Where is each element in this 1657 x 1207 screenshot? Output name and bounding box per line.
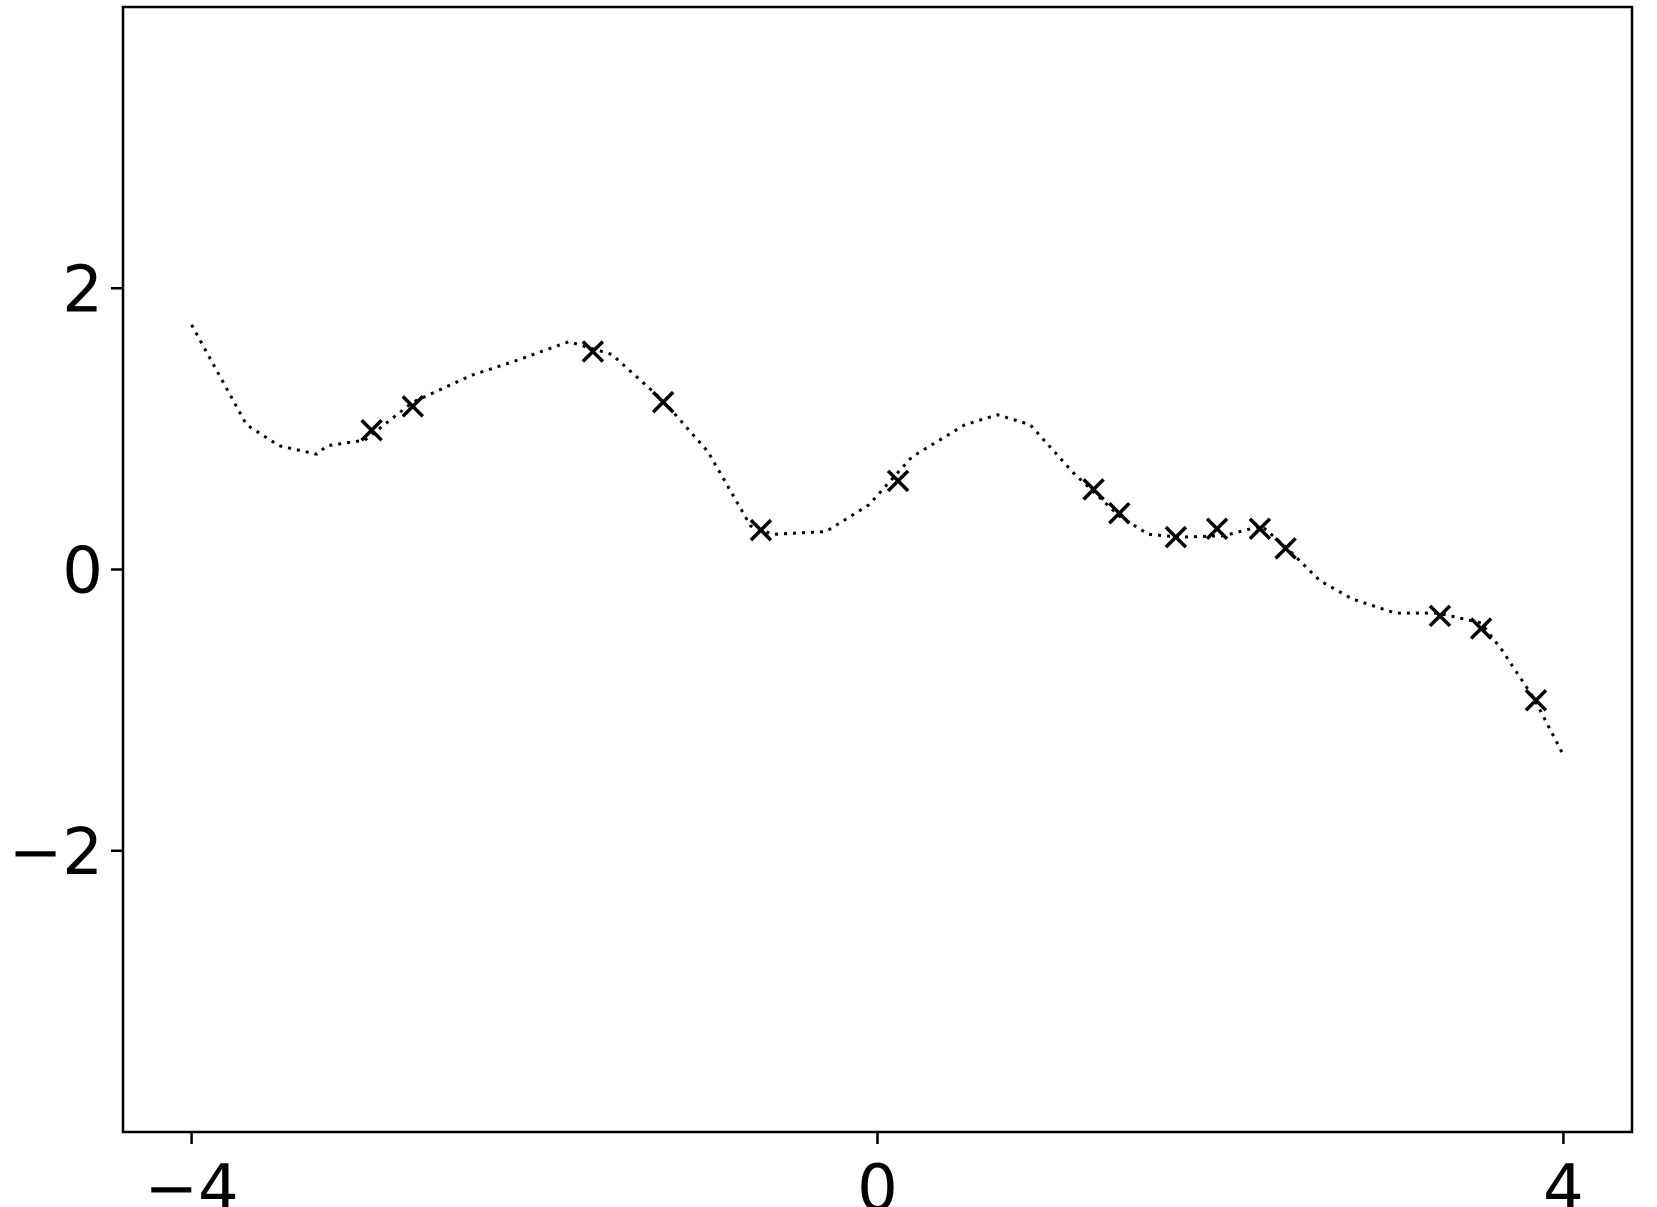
y-tick-label: 0 [62, 535, 103, 609]
x-marker [360, 419, 383, 442]
x-marker [1108, 502, 1131, 525]
x-tick-label: 0 [857, 1152, 898, 1207]
x-marker [749, 518, 773, 542]
x-marker [581, 340, 605, 363]
x-marker [1469, 617, 1493, 640]
x-tick-label: −4 [144, 1152, 238, 1207]
x-marker [1248, 517, 1272, 540]
x-marker [1428, 604, 1452, 628]
x-marker [401, 395, 425, 418]
x-marker [1205, 517, 1229, 540]
x-tick-label: 4 [1543, 1152, 1584, 1207]
dotted-line [190, 324, 1565, 756]
x-marker [1082, 478, 1105, 501]
x-marker [1164, 525, 1188, 549]
x-marker [651, 390, 675, 414]
x-marker [1524, 689, 1548, 712]
plot-frame [121, 5, 1634, 1134]
y-tick-label: 2 [62, 253, 103, 327]
x-marker [1274, 537, 1297, 560]
y-tick-label: −2 [9, 816, 103, 890]
x-marker [886, 469, 910, 493]
